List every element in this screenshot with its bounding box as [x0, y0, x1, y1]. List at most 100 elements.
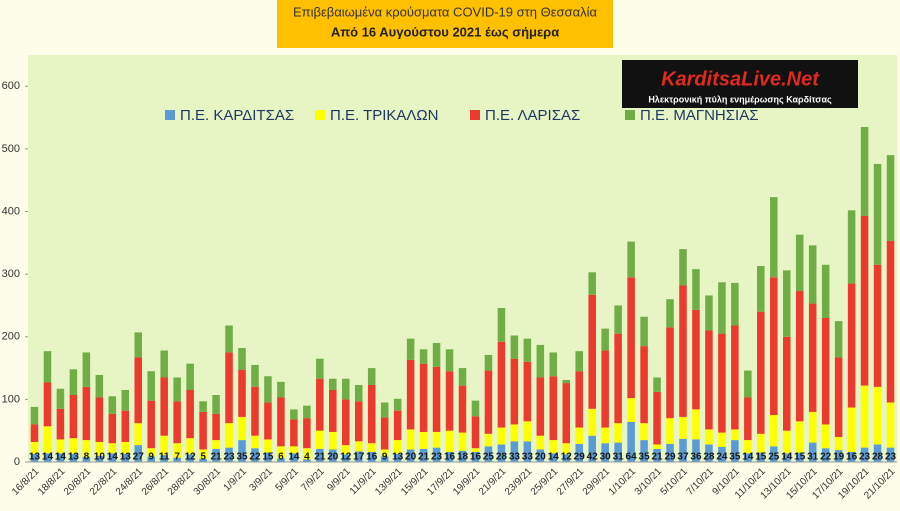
bar-segment — [847, 451, 856, 462]
data-label: 11 — [159, 452, 170, 463]
bar-segment — [458, 368, 467, 386]
data-label: 30 — [600, 452, 612, 463]
data-label: 16 — [470, 452, 482, 463]
bar-segment — [82, 456, 91, 462]
bar-segment — [692, 409, 700, 440]
bar-segment — [43, 453, 52, 462]
data-label: 8 — [84, 452, 90, 463]
bar-segment — [679, 285, 687, 417]
bar-segment — [549, 376, 558, 441]
bar-segment — [886, 240, 895, 403]
bar-segment — [43, 426, 52, 454]
data-label: 20 — [327, 452, 339, 463]
legend-label: Π.Ε. ΤΡΙΚΑΛΩΝ — [330, 107, 438, 124]
bar-segment — [692, 439, 700, 462]
data-label: 28 — [703, 452, 715, 463]
bar-segment — [536, 377, 545, 436]
data-label: 12 — [185, 452, 197, 463]
bar-segment — [108, 413, 117, 444]
bar-segment — [238, 416, 246, 441]
bar-segment — [731, 440, 739, 462]
bar-segment — [601, 350, 609, 428]
data-label: 19 — [833, 452, 845, 463]
bar-segment — [808, 442, 817, 462]
data-label: 24 — [716, 452, 728, 463]
bar-segment — [264, 439, 272, 453]
bar-segment — [731, 282, 739, 326]
data-label: 15 — [262, 452, 274, 463]
bar-segment — [186, 438, 194, 455]
data-label: 21 — [314, 452, 326, 463]
bar-segment — [718, 333, 726, 433]
bar-segment — [225, 423, 233, 448]
y-tick-label: 500 — [2, 143, 20, 155]
data-label: 13 — [392, 452, 404, 463]
data-label: 36 — [690, 452, 702, 463]
data-label: 13 — [29, 452, 41, 463]
bar-segment — [290, 409, 298, 420]
bar-segment — [432, 447, 441, 462]
bar-segment — [329, 449, 337, 462]
y-tick-label: 0 — [14, 456, 20, 468]
bar-segment — [212, 448, 220, 462]
bar-segment — [238, 348, 246, 370]
bar-segment — [860, 127, 869, 216]
bar-segment — [653, 391, 661, 445]
bar-segment — [121, 389, 130, 411]
legend-swatch — [625, 110, 635, 120]
bar-segment — [808, 411, 817, 443]
bar-segment — [782, 336, 791, 431]
data-label: 17 — [353, 452, 365, 463]
bar-segment — [795, 452, 804, 462]
bar-segment — [770, 197, 778, 278]
bar-segment — [329, 431, 337, 450]
bar-segment — [82, 440, 91, 457]
bar-segment — [160, 455, 168, 462]
bar-segment — [108, 396, 117, 414]
legend-swatch — [315, 110, 325, 120]
bar-segment — [95, 397, 104, 442]
bar-segment — [69, 438, 78, 454]
bar-segment — [30, 441, 39, 454]
bar-segment — [873, 444, 882, 462]
bar-segment — [653, 444, 661, 449]
y-tick-label: 600 — [2, 80, 20, 92]
bar-segment — [705, 429, 713, 445]
data-label: 31 — [613, 452, 625, 463]
bar-segment — [847, 283, 856, 408]
bar-segment — [666, 443, 674, 462]
bar-segment — [782, 430, 791, 454]
bar-segment — [757, 433, 765, 453]
bar-segment — [536, 435, 545, 450]
bar-segment — [795, 234, 804, 292]
bar-segment — [264, 402, 272, 440]
bar-segment — [173, 443, 181, 458]
bar-segment — [640, 316, 648, 347]
bar-segment — [264, 452, 272, 462]
data-label: 35 — [639, 452, 651, 463]
bar-segment — [640, 346, 648, 424]
bar-segment — [277, 381, 285, 398]
data-label: 18 — [457, 452, 469, 463]
bar-segment — [497, 444, 506, 462]
bar-segment — [367, 451, 376, 462]
bar-segment — [380, 449, 389, 457]
bar-segment — [795, 421, 804, 453]
bar-segment — [886, 447, 895, 462]
bar-segment — [821, 424, 830, 449]
data-label: 35 — [236, 452, 248, 463]
bar-segment — [367, 368, 376, 385]
bar-segment — [510, 335, 519, 359]
bar-segment — [419, 363, 428, 432]
bar-segment — [666, 327, 674, 419]
bar-segment — [173, 401, 181, 444]
bar-segment — [523, 441, 532, 462]
bar-segment — [160, 435, 168, 456]
bar-segment — [536, 344, 545, 378]
bar-segment — [393, 453, 402, 462]
bar-segment — [277, 397, 285, 447]
bar-segment — [523, 338, 532, 362]
data-label: 33 — [522, 452, 534, 463]
bar-segment — [873, 386, 882, 445]
